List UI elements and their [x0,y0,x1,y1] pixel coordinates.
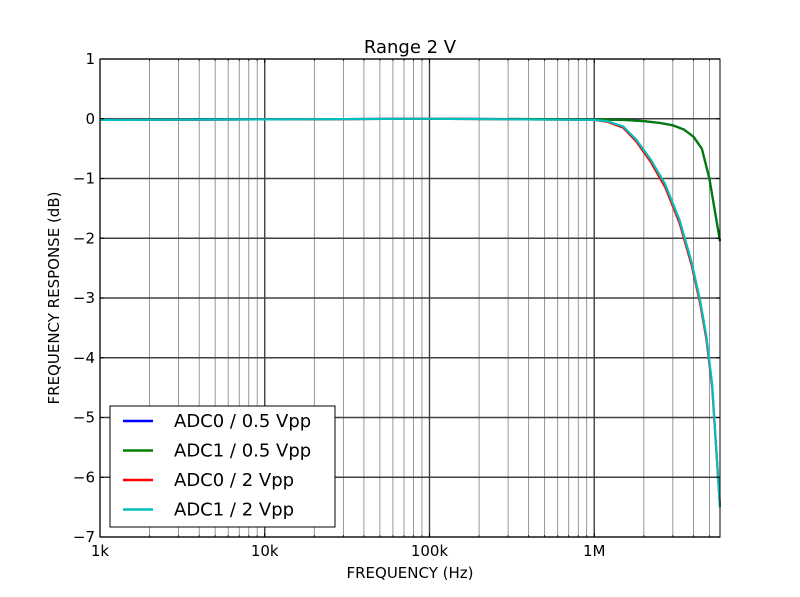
y-tick-label: −1 [73,170,95,188]
legend-label: ADC1 / 0.5 Vpp [174,441,311,462]
x-tick-label: 1M [583,542,606,560]
x-tick-label: 10k [251,542,279,560]
y-tick-label: 0 [85,110,95,128]
chart-title: Range 2 V [364,37,457,58]
legend-label: ADC0 / 2 Vpp [174,470,294,491]
x-tick-label: 100k [411,542,449,560]
y-tick-label: 1 [85,50,95,68]
series-line [99,117,722,242]
legend-label: ADC1 / 2 Vpp [174,500,294,521]
legend-label: ADC0 / 0.5 Vpp [174,411,311,432]
legend-box [109,405,336,528]
y-tick-label: −5 [73,409,95,427]
y-tick-label: −4 [73,349,95,367]
y-axis-label: FREQUENCY RESPONSE (dB) [45,192,63,405]
y-tick-label: −2 [73,229,95,247]
y-tick-label: −3 [73,289,95,307]
legend: ADC0 / 0.5 Vpp ADC1 / 0.5 Vpp ADC0 / 2 Vpp… [109,405,336,528]
y-tick-label: −6 [73,468,95,486]
axis-ticks [99,58,720,538]
series-line [99,117,722,508]
x-axis-label: FREQUENCY (Hz) [346,564,473,582]
series-line [99,117,722,242]
tick-labels: 1k 10k 100k 1M 1 0 −1 −2 −3 −4 −5 −6 −7 [73,50,606,560]
series-layer [99,117,722,508]
y-tick-label: −7 [73,528,95,546]
x-tick-label: 1k [91,542,110,560]
